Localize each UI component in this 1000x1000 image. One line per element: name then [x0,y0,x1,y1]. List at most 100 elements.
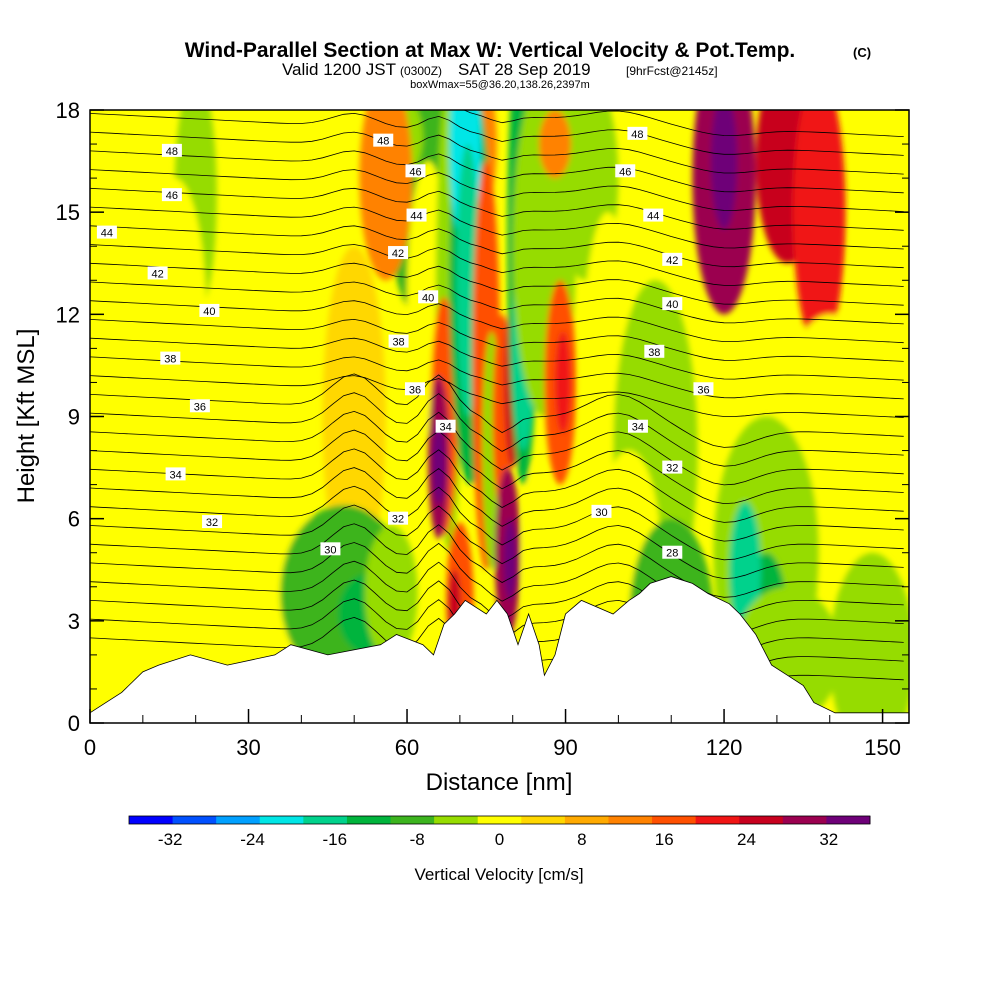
velocity-blob [90,110,143,417]
theta-label-text: 44 [101,228,113,240]
x-tick-label: 0 [84,735,96,760]
theta-label-box [662,297,683,311]
velocity-blob [322,246,386,587]
plot-area: 4846444240383634323048464442403836343230… [56,98,910,760]
theta-contour-line [90,485,904,561]
theta-label-box [189,399,210,413]
valid-date: SAT 28 Sep 2019 [458,60,591,79]
theta-label-box [404,382,425,396]
theta-label-text: 38 [164,354,176,366]
theta-label: 42 [388,246,409,260]
theta-label: 46 [615,164,636,178]
colorbar-tick-label: -16 [323,830,348,849]
theta-label: 36 [189,399,210,413]
theta-contour-line [90,467,904,542]
x-axis-label: Distance [nm] [426,769,573,796]
y-tick-label: 15 [56,200,80,225]
theta-label-text: 32 [666,463,678,475]
colorbar-swatch [826,816,871,824]
theta-label-box [165,467,186,481]
theta-contour-line [90,429,904,505]
theta-label-box [320,542,341,556]
theta-contour-line [90,542,904,617]
theta-contour-line [90,356,904,400]
theta-label-box [627,419,648,433]
theta-label-box [435,419,456,433]
colorbar-swatch [346,816,392,824]
theta-contour-line [90,281,904,325]
theta-label-box [199,303,220,317]
velocity-blob [185,348,312,723]
y-tick-label: 3 [68,609,80,634]
theta-label-box [615,164,636,178]
theta-label-box [388,511,409,525]
theta-label: 40 [418,290,439,304]
velocity-blob [523,464,555,642]
colorbar-swatch [739,816,784,824]
y-tick-label: 18 [56,98,80,123]
theta-label-text: 36 [697,384,709,396]
theta-label-box [662,545,683,559]
theta-label: 48 [627,126,648,141]
velocity-field [90,110,909,723]
velocity-blob [432,423,446,506]
theta-label-text: 32 [392,514,404,526]
theta-label: 38 [644,344,665,359]
theta-label: 34 [435,419,456,434]
x-tick-label: 30 [236,735,260,760]
theta-label-text: 40 [422,292,434,304]
theta-contour-line [90,392,904,467]
valid-prefix: Valid 1200 JST [282,60,396,79]
velocity-blob [364,525,418,662]
theta-label: 36 [693,382,714,396]
theta-label-box [388,246,409,260]
colorbar-swatch [782,816,827,824]
theta-label-text: 34 [439,422,451,434]
theta-label-box [161,188,182,202]
forecast-label: [9hrFcst@2145z] [626,64,718,78]
theta-contours [90,110,904,692]
theta-label: 32 [202,515,223,529]
terrain [90,576,909,723]
x-tick-label: 60 [395,735,419,760]
theta-contour-line [90,318,904,362]
valid-utc: (0300Z) [400,64,442,78]
colorbar-swatch [216,816,261,824]
theta-contour-line [90,337,904,381]
theta-contour-line [90,169,904,212]
theta-label-text: 32 [206,517,218,529]
theta-label: 48 [161,143,182,158]
colorbar-tick-label: -32 [158,830,183,849]
theta-label: 28 [662,545,683,560]
colorbar-swatch [259,816,304,824]
colorbar-swatch [521,816,566,824]
colorbar-swatch [564,816,609,824]
y-axis-label: Height [Kft MSL] [13,329,40,504]
theta-contour-line [90,225,904,269]
theta-label-box [388,334,409,348]
colorbar-swatch [608,816,653,824]
theta-label-box [373,133,394,147]
theta-label-text: 38 [392,337,404,349]
velocity-blob [829,552,909,723]
theta-label: 32 [662,460,683,475]
theta-label-box [591,504,612,518]
colorbar-label: Vertical Velocity [cm/s] [414,865,583,884]
theta-contour-line [463,110,904,137]
theta-label: 48 [373,133,394,148]
colorbar-swatch [390,816,435,824]
theta-contour-line [90,131,904,175]
theta-labels: 48 46 44 42 40 38 36 34 32 30 48 46 44 42 40 38 36 34 32 30… [96,126,714,560]
theta-label-text: 44 [647,211,659,223]
y-tick-label: 6 [68,507,80,532]
theta-label-box [627,126,648,140]
theta-contour-line [90,150,904,194]
theta-label-text: 30 [324,544,336,556]
theta-contour-line [90,206,904,250]
theta-label-text: 40 [666,299,678,311]
velocity-blob [142,178,207,451]
theta-contour-line [90,300,904,344]
chart-title: Wind-Parallel Section at Max W: Vertical… [185,39,796,62]
colorbar-frame [128,815,871,825]
theta-label-box [147,266,168,280]
